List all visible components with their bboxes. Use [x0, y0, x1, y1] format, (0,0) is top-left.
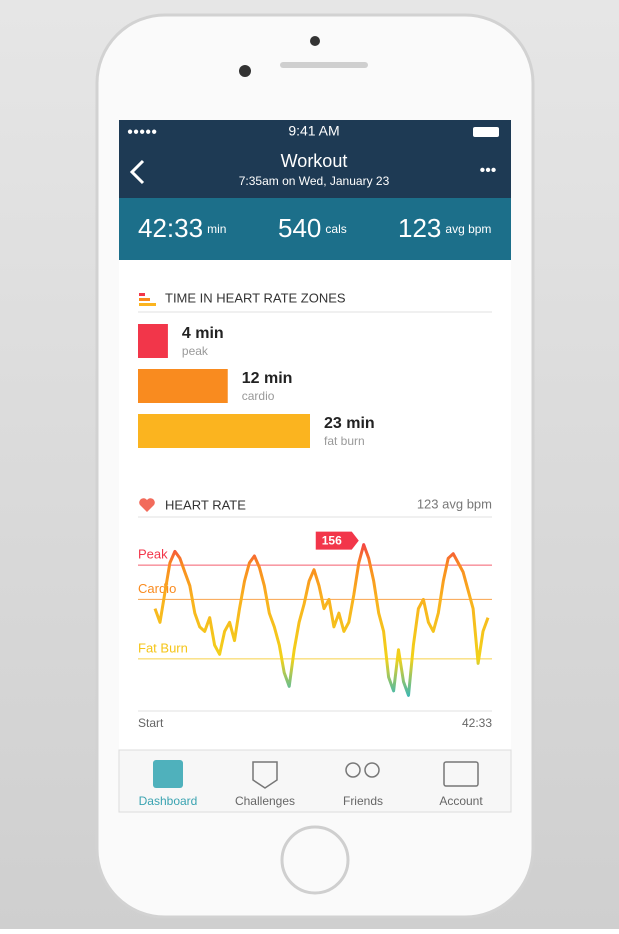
tab-label[interactable]: Account [439, 794, 483, 808]
heart-rate-line [153, 543, 490, 697]
tab-icon [364, 762, 380, 778]
zone-minutes: 23 min [324, 415, 375, 432]
x-start-label: Start [138, 716, 164, 730]
tab-icon [153, 760, 183, 788]
stat-value: 123 [398, 213, 441, 243]
zone-icon [139, 293, 145, 296]
peak-badge [315, 531, 359, 550]
stat-value: 42:33 [138, 213, 203, 243]
tab-bar [118, 749, 512, 813]
nav-bar [119, 120, 511, 198]
zone-bar [138, 369, 228, 403]
stat: 123 avg bpm [398, 213, 491, 243]
tab-label[interactable]: Challenges [235, 794, 295, 808]
zone-bar [138, 414, 310, 448]
chart-subtitle: 123 avg bpm [417, 496, 492, 511]
more-button[interactable]: ••• [480, 162, 497, 179]
zones: 4 min peak 12 min cardio 23 min fat burn [138, 324, 375, 448]
back-button[interactable] [129, 159, 145, 185]
zones-title: TIME IN HEART RATE ZONES [165, 290, 346, 305]
heart-icon [139, 498, 155, 512]
phone-sensor [310, 36, 320, 46]
tab-icon [443, 761, 479, 787]
home-button[interactable] [280, 825, 350, 895]
zone-label: Cardio [138, 581, 176, 596]
heart-rate-chart: Peak Cardio Fat Burn 156 [138, 531, 492, 697]
tabs: Dashboard Challenges Friends Account [139, 794, 484, 808]
stats: 42:33 min 540 cals 123 avg bpm [138, 213, 491, 243]
zone-label: Peak [138, 547, 168, 562]
phone-speaker [280, 62, 368, 68]
zone-label: Fat Burn [138, 640, 188, 655]
status-time: 9:41 AM [288, 123, 339, 139]
zone-name: cardio [242, 389, 275, 403]
stat-value: 540 [278, 213, 321, 243]
header-subtitle: 7:35am on Wed, January 23 [239, 174, 390, 188]
tab-label[interactable]: Dashboard [139, 794, 198, 808]
peak-label: 156 [322, 534, 342, 548]
x-end-label: 42:33 [462, 716, 492, 730]
stat: 540 cals [278, 213, 347, 243]
tab-icon [345, 762, 361, 778]
zone-bar [138, 324, 168, 358]
zone-icon [139, 298, 150, 301]
phone-camera [239, 65, 251, 77]
stats-bar [119, 198, 511, 260]
header-title: Workout [281, 151, 348, 171]
zone-minutes: 4 min [182, 325, 224, 342]
tab-icon [252, 761, 278, 789]
stat-unit: cals [325, 222, 346, 236]
battery [473, 127, 499, 137]
stat: 42:33 min [138, 213, 226, 243]
stat-unit: min [207, 222, 226, 236]
stat-unit: avg bpm [445, 222, 491, 236]
zone-name: peak [182, 344, 209, 358]
tab-label[interactable]: Friends [343, 794, 383, 808]
chart-title: HEART RATE [165, 497, 246, 512]
signal: ●●●●● [127, 127, 157, 138]
zone-minutes: 12 min [242, 370, 293, 387]
zone-name: fat burn [324, 434, 365, 448]
zone-icon [139, 303, 156, 306]
